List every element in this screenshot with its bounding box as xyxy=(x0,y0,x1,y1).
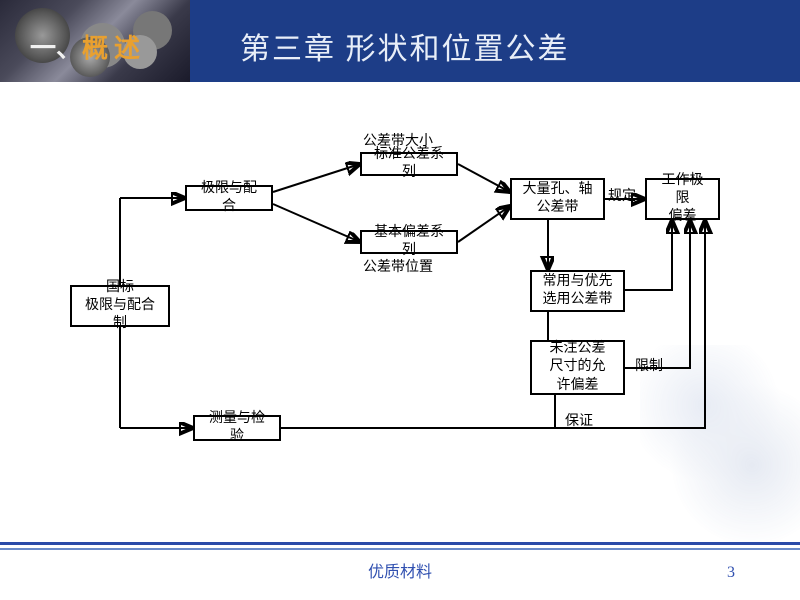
footer-divider xyxy=(0,542,800,545)
node-common-pref: 常用与优先选用公差带 xyxy=(530,270,625,312)
node-basic-dev: 基本偏差系列 xyxy=(360,230,458,254)
label-ensure: 保证 xyxy=(565,410,593,430)
slide-header: 一、概述 第三章 形状和位置公差 xyxy=(0,0,800,82)
flowchart-diagram: 国标极限与配合制 极限与配合 测量与检验 标准公差系列 基本偏差系列 大量孔、轴… xyxy=(60,130,740,470)
footer-text: 优质材料 xyxy=(0,558,800,582)
node-untoleranced: 未注公差尺寸的允许偏差 xyxy=(530,340,625,395)
node-work-limit: 工作极限偏差 xyxy=(645,178,720,220)
section-overview: 一、概述 xyxy=(30,28,146,65)
label-tol-pos: 公差带位置 xyxy=(363,256,433,276)
page-number: 3 xyxy=(727,564,735,582)
node-hole-shaft: 大量孔、轴公差带 xyxy=(510,178,605,220)
chapter-title: 第三章 形状和位置公差 xyxy=(240,24,570,68)
label-specify: 规定 xyxy=(608,185,636,205)
overview-prefix: 一、 xyxy=(30,34,82,63)
label-tol-size: 公差带大小 xyxy=(363,130,433,150)
node-std-tol: 标准公差系列 xyxy=(360,152,458,176)
overview-text: 概述 xyxy=(82,34,146,63)
node-measure: 测量与检验 xyxy=(193,415,281,441)
label-limit: 限制 xyxy=(635,355,663,375)
node-limits-fits: 极限与配合 xyxy=(185,185,273,211)
node-root: 国标极限与配合制 xyxy=(70,285,170,327)
